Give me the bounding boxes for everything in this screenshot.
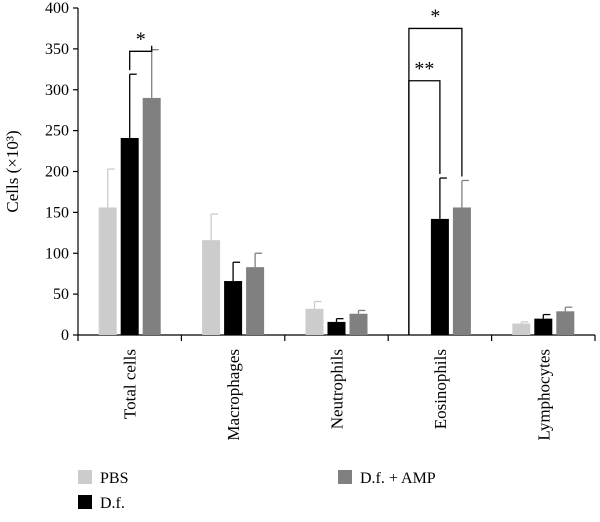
y-tick-label: 50 [53,286,69,303]
bars [98,49,575,335]
bar [120,137,139,335]
y-tick-label: 100 [45,245,69,262]
bar [246,267,265,335]
legend-swatch [338,470,352,484]
significance-label: ** [414,58,434,80]
bar [556,311,575,335]
legend: PBS D.f. D.f. + AMP [78,470,436,512]
legend-swatch [78,470,92,484]
y-tick-label: 200 [45,164,69,181]
bar [327,321,346,335]
significance-label: * [136,28,146,50]
y-axis-title: Cells (×10³) [3,130,22,212]
bar [349,313,368,335]
x-category-label: Total cells [121,349,140,419]
bar [305,308,324,335]
y-tick-label: 400 [45,0,69,17]
legend-label: PBS [100,470,128,487]
bar [142,97,161,335]
significance-label: * [430,5,440,27]
y-tick-label: 300 [45,82,69,99]
legend-label: D.f. + AMP [360,470,436,487]
x-category-label: Neutrophils [328,349,347,429]
bar [430,218,449,335]
x-category-label: Eosinophils [431,349,450,429]
x-category-label: Lymphocytes [534,349,553,441]
significance-bracket [408,27,463,335]
bar [534,318,553,335]
y-tick-label: 250 [45,123,69,140]
bar [202,240,221,335]
bar [452,207,471,335]
x-category-label: Macrophages [224,349,243,441]
bar [224,281,243,335]
y-tick-label: 150 [45,204,69,221]
bar [512,323,531,335]
bar [98,207,117,335]
significance-bracket [129,45,153,71]
legend-label: D.f. [100,495,125,512]
significance-markers: **** [129,5,463,335]
y-tick-label: 0 [61,327,69,344]
legend-swatch [78,495,92,509]
axes: 0 50 100 150 200 250 300 350 400 Cells (×10³) Tota… [3,0,596,441]
y-tick-label: 350 [45,41,69,58]
